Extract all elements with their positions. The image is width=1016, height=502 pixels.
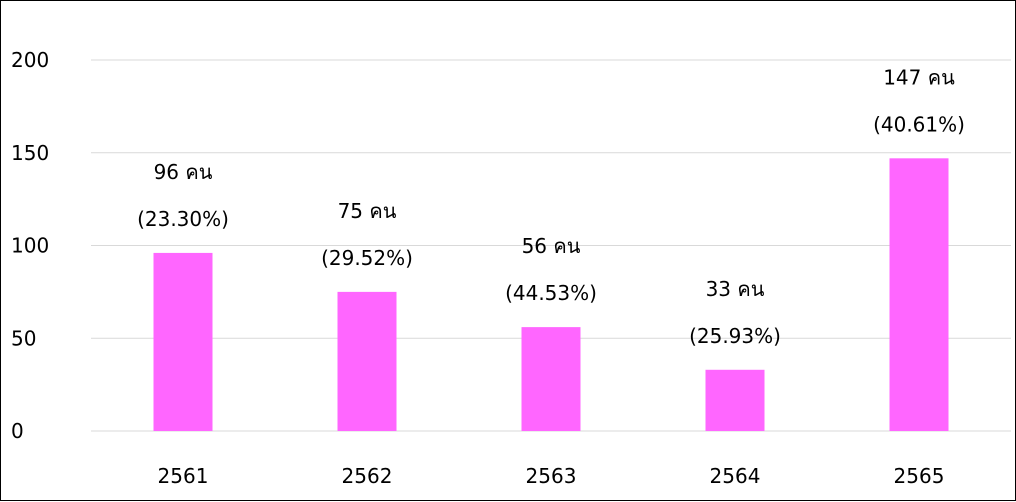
data-label-percent: (25.93%) (689, 324, 781, 348)
bar-2565 (889, 158, 949, 431)
y-tick-label: 200 (11, 48, 49, 72)
x-tick-label: 2561 (158, 464, 209, 488)
x-tick-label: 2563 (526, 464, 577, 488)
data-label-count: 96 คน (154, 160, 213, 184)
x-tick-label: 2565 (894, 464, 945, 488)
data-label-percent: (44.53%) (505, 281, 597, 305)
data-label-count: 147 คน (883, 65, 955, 89)
y-tick-label: 50 (11, 326, 36, 350)
bar-2562 (337, 291, 397, 431)
x-tick-label: 2564 (710, 464, 761, 488)
data-label-count: 56 คน (522, 234, 581, 258)
data-label-percent: (29.52%) (321, 246, 413, 270)
data-label-count: 75 คน (338, 199, 397, 223)
data-label-percent: (40.61%) (873, 112, 965, 136)
data-label-count: 33 คน (706, 277, 765, 301)
bar-2561 (153, 252, 213, 431)
y-tick-label: 100 (11, 234, 49, 258)
data-label-percent: (23.30%) (137, 207, 229, 231)
x-tick-label: 2562 (342, 464, 393, 488)
y-tick-label: 0 (11, 419, 24, 443)
bar-2564 (705, 369, 765, 431)
bar-2563 (521, 327, 581, 431)
y-tick-label: 150 (11, 141, 49, 165)
